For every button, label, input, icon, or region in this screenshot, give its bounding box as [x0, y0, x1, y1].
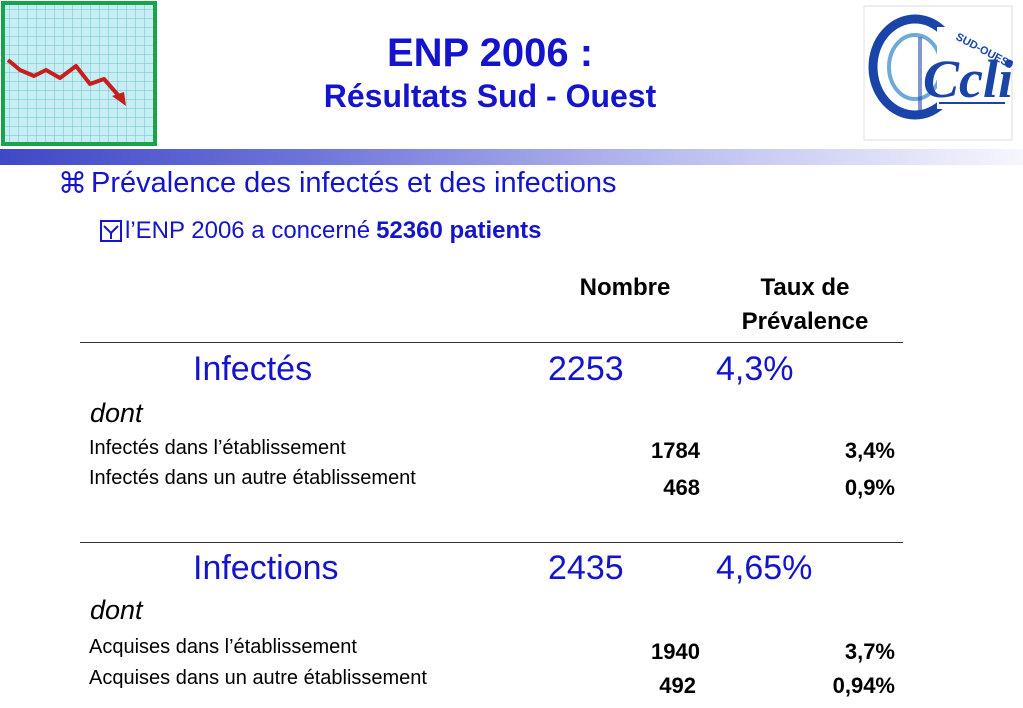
section-nombre: 2435: [548, 549, 624, 587]
section-nombre: 2253: [548, 350, 624, 388]
command-key-icon: ⌘: [58, 166, 87, 200]
header-gradient-band: [0, 149, 1023, 165]
section-taux: 4,3%: [716, 350, 794, 388]
slide-title: ENP 2006 : Résultats Sud - Ouest: [180, 30, 800, 116]
row-label: Infectés dans un autre établissement: [89, 467, 416, 489]
section-taux: 4,65%: [716, 549, 813, 587]
column-header-nombre: Nombre: [579, 274, 671, 301]
row-nombre: 1940: [651, 639, 700, 664]
column-header-taux: Taux de Prévalence: [700, 271, 910, 339]
bullet-level-1-text: Prévalence des infectés et des infection…: [91, 166, 617, 199]
section-label: Infectés: [193, 350, 313, 388]
cclin-sud-ouest-logo: Cclin SUD-OUEST: [863, 5, 1013, 141]
row-nombre: 1784: [651, 438, 700, 463]
row-label: Infectés dans l’établissement: [89, 437, 346, 459]
column-header-taux-line2: Prévalence: [741, 308, 869, 335]
cclin-logo-text: Cclin: [923, 49, 1013, 109]
trend-line: [6, 58, 120, 97]
bullet-level-1: ⌘ Prévalence des infectés et des infecti…: [58, 165, 617, 201]
row-taux: 3,4%: [844, 438, 895, 463]
bullet-level-2: l’ENP 2006 a concerné 52360 patients: [100, 215, 541, 247]
row-nombre: 492: [659, 673, 696, 698]
section-label: Infections: [193, 549, 339, 587]
section-dont: dont: [90, 398, 143, 428]
title-main: ENP 2006 :: [386, 31, 594, 75]
column-header-taux-line1: Taux de: [760, 274, 850, 301]
row-taux: 0,9%: [844, 475, 895, 500]
row-label: Acquises dans un autre établissement: [89, 667, 427, 689]
trend-chart-logo: [1, 1, 157, 146]
row-taux: 3,7%: [844, 639, 895, 664]
section-divider: [80, 342, 903, 343]
section-dont: dont: [90, 595, 143, 625]
row-nombre: 468: [663, 475, 700, 500]
section-divider: [80, 542, 903, 543]
checkbox-icon: [100, 220, 122, 242]
trend-arrow-head: [112, 92, 126, 106]
title-subtitle: Résultats Sud - Ouest: [323, 78, 657, 114]
row-taux: 0,94%: [832, 673, 895, 698]
patient-count: 52360 patients: [376, 217, 542, 244]
bullet-level-2-text: l’ENP 2006 a concerné: [125, 217, 371, 244]
row-label: Acquises dans l’établissement: [89, 636, 357, 658]
